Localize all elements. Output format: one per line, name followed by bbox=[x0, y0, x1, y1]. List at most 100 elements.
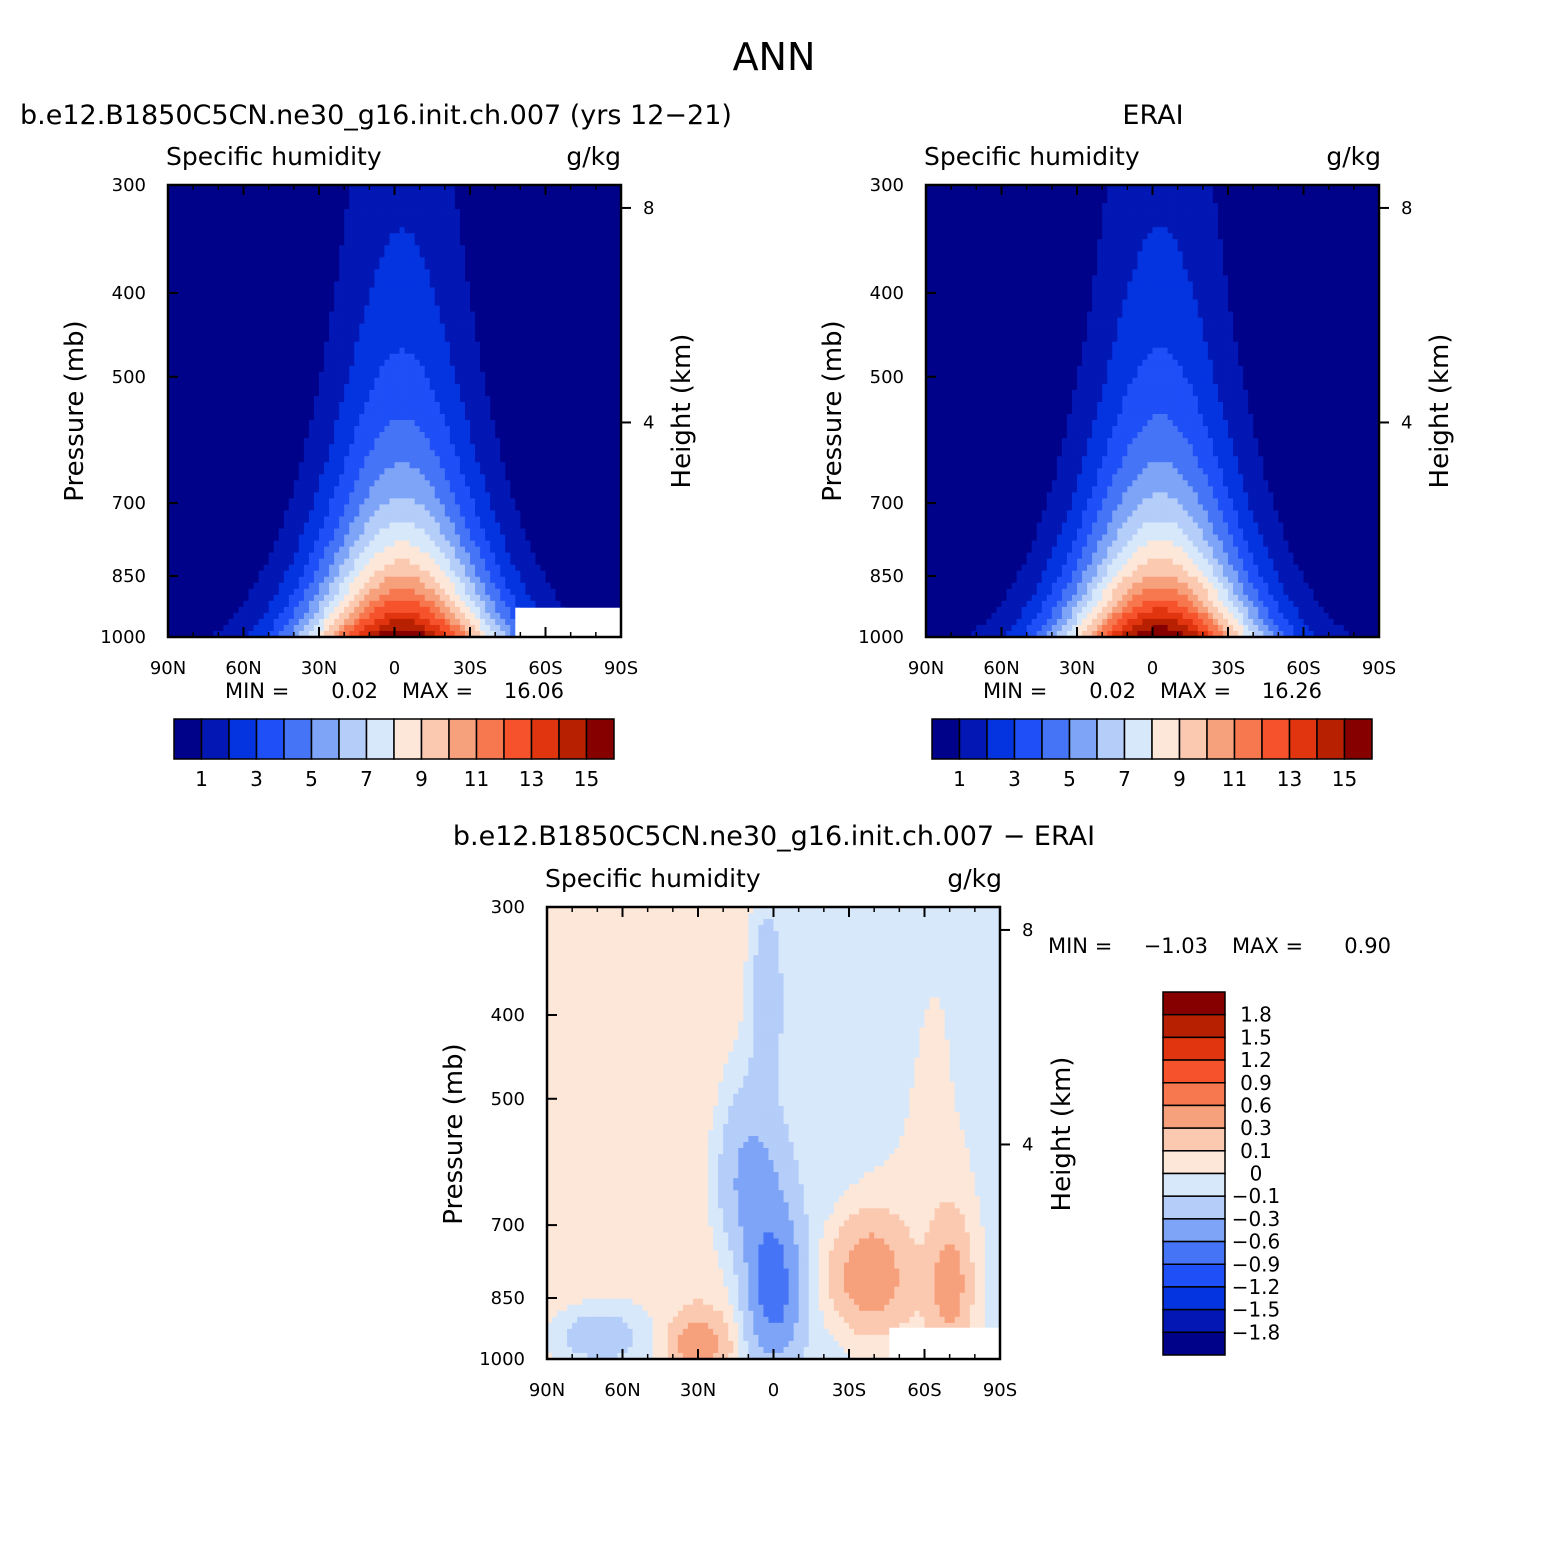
heatmap-cell bbox=[263, 480, 270, 487]
heatmap-cell bbox=[605, 191, 612, 198]
heatmap-cell bbox=[470, 347, 476, 355]
heatmap-cell bbox=[419, 468, 426, 475]
heatmap-cell bbox=[298, 504, 305, 512]
heatmap-cell bbox=[590, 251, 597, 258]
heatmap-cell bbox=[475, 401, 481, 409]
heatmap-cell bbox=[168, 257, 174, 264]
heatmap-cell bbox=[248, 420, 255, 427]
heatmap-cell bbox=[485, 438, 491, 445]
heatmap-cell bbox=[324, 516, 330, 524]
heatmap-cell bbox=[354, 480, 360, 487]
heatmap-cell bbox=[344, 227, 350, 234]
heatmap-cell bbox=[419, 317, 426, 325]
heatmap-cell bbox=[379, 480, 386, 487]
heatmap-cell bbox=[168, 365, 174, 373]
heatmap-cell bbox=[243, 197, 250, 204]
heatmap-cell bbox=[213, 456, 219, 463]
heatmap-cell bbox=[293, 395, 300, 403]
heatmap-cell bbox=[369, 251, 375, 258]
heatmap-cell bbox=[364, 329, 370, 337]
heatmap-cell bbox=[580, 444, 587, 451]
heatmap-cell bbox=[198, 233, 204, 240]
heatmap-cell bbox=[303, 414, 310, 421]
heatmap-cell bbox=[409, 359, 416, 367]
heatmap-cell bbox=[354, 257, 360, 264]
heatmap-cell bbox=[470, 263, 476, 270]
heatmap-cell bbox=[615, 209, 622, 216]
heatmap-cell bbox=[419, 365, 426, 373]
heatmap-cell bbox=[515, 263, 521, 270]
heatmap-cell bbox=[404, 407, 411, 415]
heatmap-cell bbox=[459, 377, 466, 385]
heatmap-cell bbox=[500, 426, 506, 433]
heatmap-cell bbox=[505, 377, 511, 385]
heatmap-cell bbox=[414, 197, 421, 204]
heatmap-cell bbox=[429, 389, 436, 397]
heatmap-cell bbox=[555, 450, 562, 457]
heatmap-cell bbox=[324, 359, 330, 367]
heatmap-cell bbox=[344, 185, 350, 192]
heatmap-cell bbox=[298, 221, 305, 228]
heatmap-cell bbox=[429, 420, 436, 427]
heatmap-cell bbox=[419, 341, 426, 349]
heatmap-cell bbox=[500, 221, 506, 228]
heatmap-cell bbox=[490, 305, 496, 313]
heatmap-cell bbox=[324, 269, 330, 276]
heatmap-cell bbox=[480, 395, 486, 403]
heatmap-cell bbox=[434, 323, 441, 331]
heatmap-cell bbox=[278, 383, 285, 391]
heatmap-cell bbox=[424, 305, 431, 313]
heatmap-cell bbox=[595, 359, 602, 367]
heatmap-cell bbox=[273, 245, 280, 252]
heatmap-cell bbox=[233, 329, 240, 337]
heatmap-cell bbox=[288, 377, 295, 385]
heatmap-cell bbox=[605, 353, 612, 361]
heatmap-cell bbox=[369, 401, 375, 409]
heatmap-cell bbox=[555, 311, 562, 319]
heatmap-cell bbox=[545, 239, 552, 246]
heatmap-cell bbox=[560, 335, 567, 343]
heatmap-cell bbox=[444, 311, 451, 319]
heatmap-cell bbox=[208, 486, 214, 493]
heatmap-cell bbox=[243, 414, 250, 421]
heatmap-cell bbox=[490, 197, 496, 204]
heatmap-cell bbox=[490, 317, 496, 325]
heatmap-cell bbox=[449, 395, 456, 403]
heatmap-cell bbox=[409, 257, 416, 264]
heatmap-cell bbox=[243, 317, 250, 325]
heatmap-cell bbox=[278, 389, 285, 397]
heatmap-cell bbox=[203, 474, 209, 481]
heatmap-cell bbox=[414, 209, 421, 216]
heatmap-cell bbox=[188, 414, 194, 421]
heatmap-cell bbox=[223, 197, 229, 204]
heatmap-cell bbox=[374, 293, 380, 301]
heatmap-cell bbox=[278, 305, 285, 313]
heatmap-cell bbox=[470, 438, 476, 445]
heatmap-cell bbox=[389, 407, 396, 415]
heatmap-cell bbox=[480, 269, 486, 276]
heatmap-cell bbox=[203, 450, 209, 457]
heatmap-cell bbox=[595, 281, 602, 289]
heatmap-cell bbox=[500, 269, 506, 276]
heatmap-cell bbox=[495, 462, 501, 469]
heatmap-cell bbox=[253, 383, 260, 391]
heatmap-cell bbox=[580, 359, 587, 367]
heatmap-cell bbox=[313, 359, 320, 367]
heatmap-cell bbox=[520, 371, 526, 379]
heatmap-cell bbox=[193, 389, 199, 397]
heatmap-cell bbox=[615, 353, 622, 361]
heatmap-cell bbox=[329, 510, 335, 518]
heatmap-cell bbox=[369, 420, 375, 427]
heatmap-cell bbox=[308, 257, 315, 264]
heatmap-cell bbox=[268, 347, 275, 355]
heatmap-cell bbox=[500, 191, 506, 198]
heatmap-cell bbox=[288, 341, 295, 349]
heatmap-cell bbox=[278, 209, 285, 216]
heatmap-cell bbox=[258, 221, 265, 228]
heatmap-cell bbox=[570, 395, 577, 403]
heatmap-cell bbox=[615, 281, 622, 289]
heatmap-cell bbox=[168, 383, 174, 391]
heatmap-cell bbox=[605, 263, 612, 270]
heatmap-cell bbox=[359, 474, 365, 481]
heatmap-cell bbox=[555, 215, 562, 222]
